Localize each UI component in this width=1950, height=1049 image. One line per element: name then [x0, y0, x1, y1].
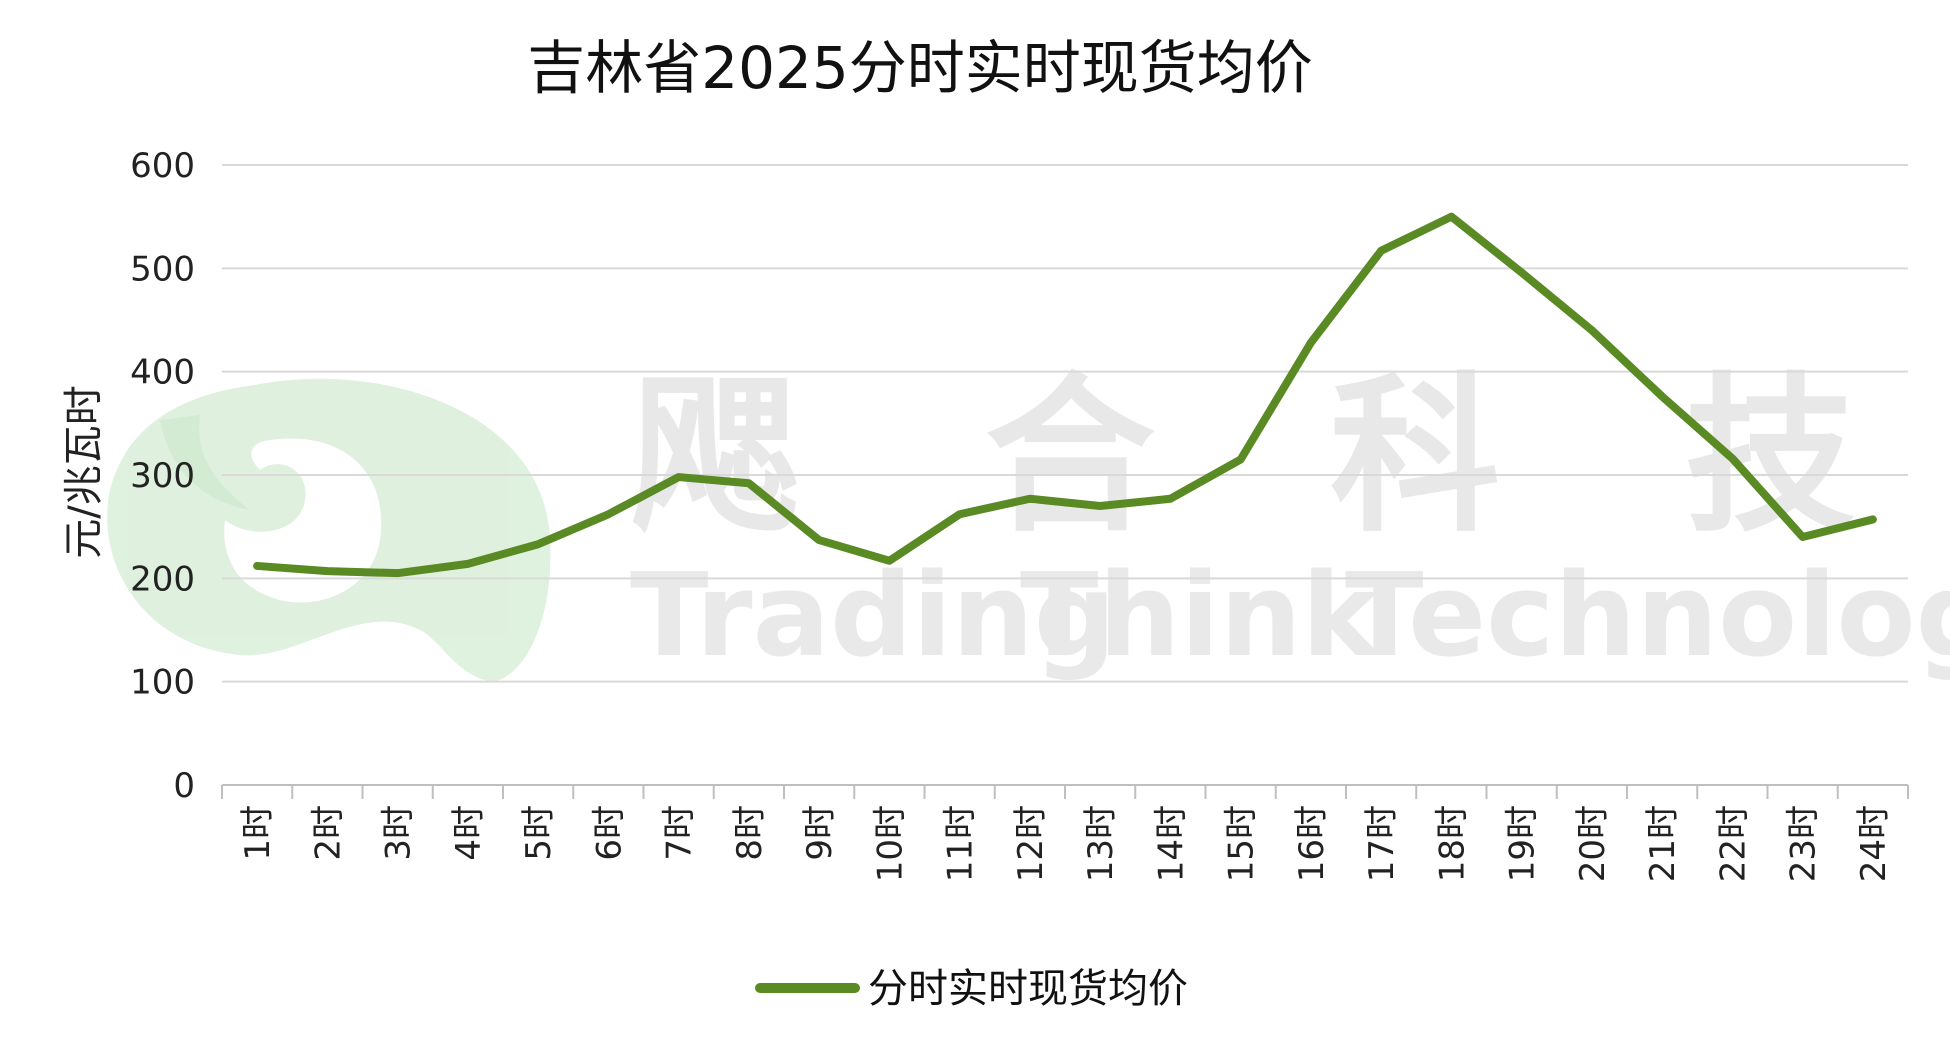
y-tick-label: 100: [130, 663, 195, 703]
x-tick-label: 21时: [1643, 805, 1683, 882]
y-tick-label: 0: [173, 766, 195, 806]
y-tick-label: 400: [130, 353, 195, 393]
x-tick-label: 10时: [870, 805, 910, 882]
y-tick-label: 300: [130, 456, 195, 496]
y-tick-label: 200: [130, 559, 195, 599]
x-tick-label: 7时: [660, 805, 700, 861]
x-tick-label: 17时: [1362, 805, 1402, 882]
y-axis-label: 元/兆瓦时: [61, 385, 107, 558]
x-axis: 1时 2时 3时 4时 5时 6时 7时 8时 9时 10时 11时 12时 13时 14时 15时 16时 1…: [221, 784, 1909, 882]
x-tick-label: 18时: [1432, 805, 1472, 882]
x-tick-label: 16时: [1292, 805, 1332, 882]
y-tick-label: 500: [130, 249, 195, 289]
legend: 分时实时现货均价: [755, 966, 1188, 1012]
x-tick-label: 15时: [1222, 805, 1262, 882]
x-tick-label: 23时: [1784, 805, 1824, 882]
y-tick-label: 600: [130, 146, 195, 186]
x-tick-label: 20时: [1573, 805, 1613, 882]
x-tick-label: 13时: [1081, 805, 1121, 882]
x-tick-label: 1时: [238, 805, 278, 861]
series-layer: [253, 212, 1877, 578]
watermark-word: Think: [1020, 549, 1381, 683]
x-tick-label: 14时: [1151, 805, 1191, 882]
watermark-chinese: 飔 合 科 技: [630, 358, 1855, 556]
watermark-logo: [107, 378, 551, 682]
x-tick-label: 12时: [1011, 805, 1051, 882]
watermark-char: 合: [985, 358, 1155, 556]
y-axis-ticks: 0 100 200 300 400 500 600: [130, 146, 195, 806]
x-tick-label: 19时: [1503, 805, 1543, 882]
x-tick-label: 6时: [589, 805, 629, 861]
x-tick-label: 9时: [800, 805, 840, 861]
watermark-english: Trading Think Technology: [630, 549, 1950, 683]
x-tick-label: 4时: [449, 805, 489, 861]
watermark-logo-leaf: [160, 415, 250, 510]
watermark-word: Trading: [630, 549, 1116, 683]
gridlines: [222, 164, 1908, 683]
series-line: [253, 212, 1877, 578]
x-tick-label: 24时: [1854, 805, 1894, 882]
chart-title: 吉林省2025分时实时现货均价: [527, 34, 1313, 102]
watermark-word: Technology: [1345, 549, 1950, 683]
x-tick-label: 8时: [730, 805, 770, 861]
watermark-logo-swirl: [224, 438, 382, 603]
watermark-char: 技: [1685, 358, 1855, 556]
x-tick-label: 3时: [379, 805, 419, 861]
legend-label: 分时实时现货均价: [868, 966, 1188, 1012]
x-tick-label: 11时: [941, 805, 981, 882]
watermark-char: 飔: [630, 358, 800, 556]
x-tick-label: 2时: [308, 805, 348, 861]
x-tick-label: 22时: [1713, 805, 1753, 882]
x-tick-label: 5时: [519, 805, 559, 861]
watermark-char: 科: [1330, 358, 1500, 556]
